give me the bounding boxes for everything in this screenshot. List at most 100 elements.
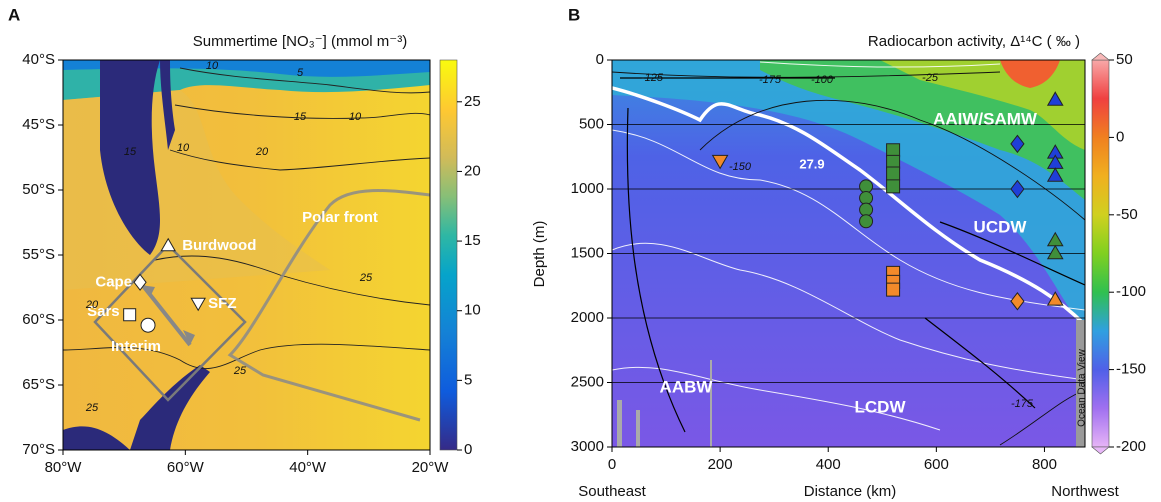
colorbar-tick-label: -100 <box>1116 283 1146 300</box>
contour-label: 25 <box>359 272 373 284</box>
marker <box>1010 134 1025 154</box>
contour-label: 5 <box>297 67 304 79</box>
colorbar-tick-label: 20 <box>464 162 481 179</box>
y-tick-label: 60°S <box>22 311 55 328</box>
contour-label: -25 <box>922 72 939 84</box>
colorbar-end <box>1091 446 1110 455</box>
site-label: Interim <box>111 338 161 355</box>
marker <box>859 214 874 229</box>
contour-label: -175 <box>759 74 782 86</box>
x-tick-label: 40°W <box>289 459 327 476</box>
contour-label: -150 <box>729 161 752 173</box>
marker <box>1046 91 1064 106</box>
site-label: SFZ <box>208 295 236 312</box>
y-tick-label: 55°S <box>22 246 55 263</box>
contour-label: 20 <box>85 299 99 311</box>
y-tick-label: 50°S <box>22 181 55 198</box>
colorbar-tick-label: -50 <box>1116 206 1138 223</box>
contour-label: 15 <box>124 146 137 158</box>
x-tick-label: 400 <box>816 456 841 473</box>
y-tick-label: 45°S <box>22 116 55 133</box>
chart-title: Summertime [NO₃⁻] (mmol m⁻³) <box>193 33 407 50</box>
colorbar-end <box>1091 52 1110 61</box>
contour-label: -100 <box>811 74 834 86</box>
x-tick-label: 200 <box>708 456 733 473</box>
annotation: UCDW <box>974 217 1028 236</box>
annotation: LCDW <box>855 397 907 416</box>
colorbar-tick-label: 10 <box>464 302 481 319</box>
marker <box>859 202 874 217</box>
x-end-label: Southeast <box>578 483 646 500</box>
colorbar-tick-label: 15 <box>464 232 481 249</box>
contour-label: 10 <box>206 60 219 72</box>
contour-label: 20 <box>255 146 269 158</box>
y-tick-label: 1000 <box>571 180 604 197</box>
panel-label: B <box>568 5 580 24</box>
colorbar-tick-label: 25 <box>464 93 481 110</box>
panel-label: A <box>8 5 20 24</box>
x-tick-label: 80°W <box>45 459 83 476</box>
marker <box>160 237 176 252</box>
marker <box>140 317 156 333</box>
y-axis-title: Depth (m) <box>531 221 548 288</box>
marker <box>1010 291 1025 311</box>
site-label: Sars <box>87 303 120 320</box>
y-tick-label: 3000 <box>571 438 604 455</box>
colorbar-tick-label: -200 <box>1116 438 1146 455</box>
colorbar-tick-label: -150 <box>1116 361 1146 378</box>
contour-label: -125 <box>641 72 664 84</box>
colorbar <box>1091 59 1110 448</box>
y-tick-label: 500 <box>579 115 604 132</box>
y-tick-label: 65°S <box>22 376 55 393</box>
y-tick-label: 1500 <box>571 244 604 261</box>
colorbar-tick-label: 0 <box>464 441 472 458</box>
marker <box>886 166 901 181</box>
isopycnal-label: 27.9 <box>799 156 824 171</box>
x-tick-label: 20°W <box>412 459 450 476</box>
x-axis-title: Distance (km) <box>804 483 897 500</box>
marker <box>859 191 874 206</box>
marker <box>1010 179 1025 199</box>
marker <box>886 282 901 297</box>
marker <box>133 273 147 291</box>
annotation: Polar front <box>302 209 378 226</box>
contour-label: 10 <box>177 142 190 154</box>
y-tick-label: 70°S <box>22 441 55 458</box>
watermark: Ocean Data View <box>1077 348 1088 426</box>
y-tick-label: 0 <box>596 51 604 68</box>
annotation: AAIW/SAMW <box>933 109 1038 128</box>
marker <box>859 179 874 194</box>
x-tick-label: 60°W <box>167 459 205 476</box>
colorbar-tick-label: 50 <box>1116 51 1133 68</box>
marker <box>1046 167 1064 182</box>
colorbar-tick-label: 5 <box>464 371 472 388</box>
y-tick-label: 2000 <box>571 309 604 326</box>
y-tick-label: 2500 <box>571 373 604 390</box>
x-end-label: Northwest <box>1051 483 1119 500</box>
chart-title: Radiocarbon activity, Δ¹⁴C ( ‰ ) <box>868 33 1080 50</box>
contour-label: 10 <box>349 111 362 123</box>
marker <box>123 308 137 322</box>
marker <box>886 154 901 169</box>
site-label: Cape <box>95 273 132 290</box>
site-label: Burdwood <box>182 237 256 254</box>
marker <box>1046 244 1064 260</box>
marker <box>886 179 901 194</box>
marker <box>711 154 729 170</box>
marker <box>1046 291 1064 306</box>
x-tick-label: 0 <box>608 456 616 473</box>
marker <box>190 297 206 312</box>
contour-label: 25 <box>85 402 99 414</box>
contour-label: 25 <box>233 365 247 377</box>
colorbar-tick-label: 0 <box>1116 128 1124 145</box>
colorbar <box>439 59 458 451</box>
x-tick-label: 800 <box>1032 456 1057 473</box>
contour-label: -175 <box>1011 398 1034 410</box>
y-tick-label: 40°S <box>22 51 55 68</box>
marker <box>886 143 901 158</box>
x-tick-label: 600 <box>924 456 949 473</box>
map-field <box>63 60 430 450</box>
contour-label: 15 <box>294 111 307 123</box>
